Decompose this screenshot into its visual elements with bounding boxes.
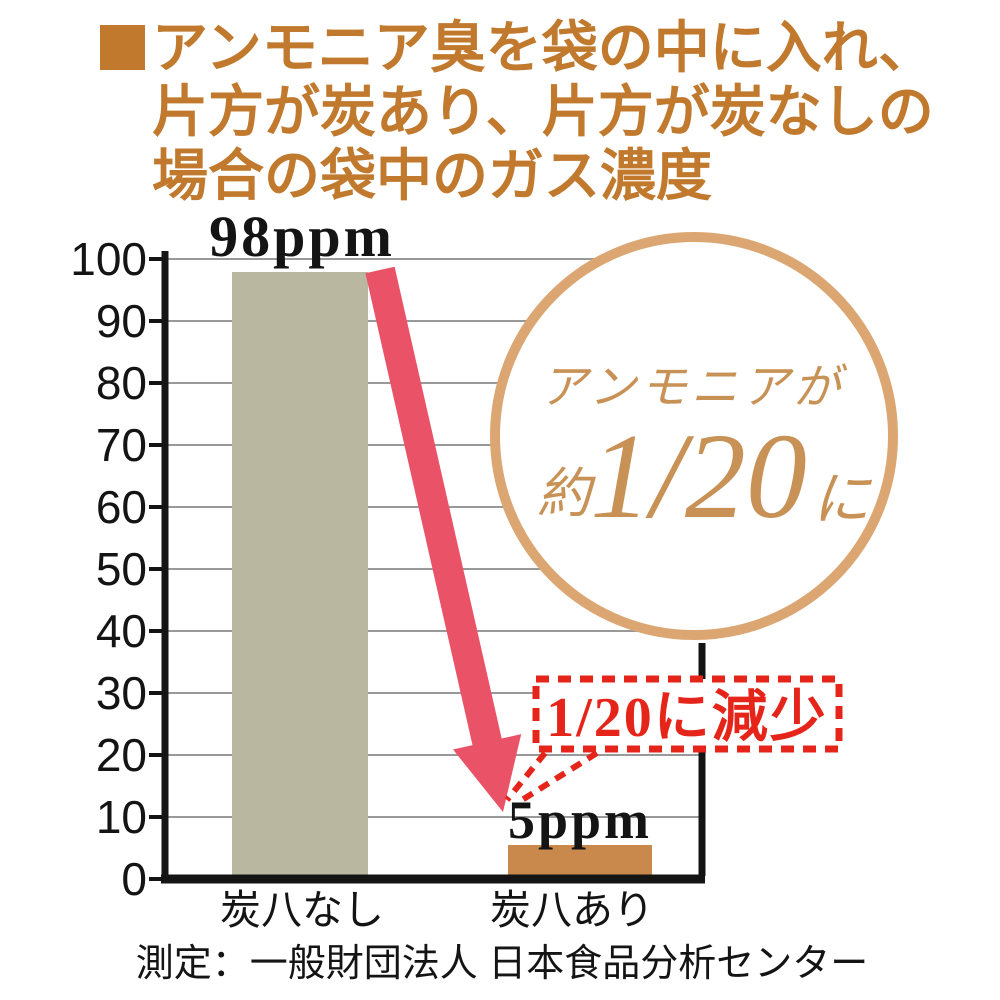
value-label-left: 98ppm xyxy=(209,204,395,269)
callout: 1/20に減少 xyxy=(504,675,843,803)
badge-approx: 約 xyxy=(537,464,596,524)
y-tick-label: 20 xyxy=(96,729,147,781)
badge-fraction: 1/20 xyxy=(590,409,807,544)
y-tick-label: 50 xyxy=(96,543,147,595)
value-label-right: 5ppm xyxy=(508,790,652,850)
callout-box xyxy=(532,675,843,753)
y-tick-label: 90 xyxy=(96,295,147,347)
badge-circle xyxy=(490,232,898,640)
y-tick-label: 40 xyxy=(96,605,147,657)
title-bullet-square-icon xyxy=(100,25,145,70)
y-tick-label: 70 xyxy=(96,419,147,471)
y-tick-label: 0 xyxy=(121,853,147,905)
callout-text: 1/20に減少 xyxy=(546,687,828,749)
category-label-right: 炭八あり xyxy=(490,887,654,933)
y-tick-label: 10 xyxy=(96,791,147,843)
source-note: 測定：一般財団法人 日本食品分析センター xyxy=(136,943,869,985)
y-tick-label: 80 xyxy=(96,357,147,409)
y-tick-labels: 0 10 20 30 40 50 60 70 80 90 100 xyxy=(70,233,147,905)
badge-suffix: に xyxy=(812,467,873,532)
callout-tail-line xyxy=(520,750,599,803)
y-tick-label: 100 xyxy=(70,233,147,285)
chart-title: アンモニア臭を袋の中に入れ、 片方が炭あり、片方が炭なしの 場合の袋中のガス濃度 xyxy=(100,16,980,207)
category-label-left: 炭八なし xyxy=(220,887,384,933)
title-line-2: 片方が炭あり、片方が炭なしの xyxy=(152,79,934,143)
bar-tanpachi-ari xyxy=(508,845,652,879)
decrease-arrow-icon xyxy=(365,266,522,812)
title-line-3: 場合の袋中のガス濃度 xyxy=(152,143,712,207)
title-line-1: アンモニア臭を袋の中に入れ、 xyxy=(100,16,980,80)
y-tick-label: 30 xyxy=(96,667,147,719)
callout-tail-line xyxy=(504,751,548,802)
title-line-1-text: アンモニア臭を袋の中に入れ、 xyxy=(152,16,935,79)
y-tick-label: 60 xyxy=(96,481,147,533)
badge-line1: アンモニアが xyxy=(540,362,848,414)
bar-tanpachi-nashi xyxy=(232,272,368,879)
